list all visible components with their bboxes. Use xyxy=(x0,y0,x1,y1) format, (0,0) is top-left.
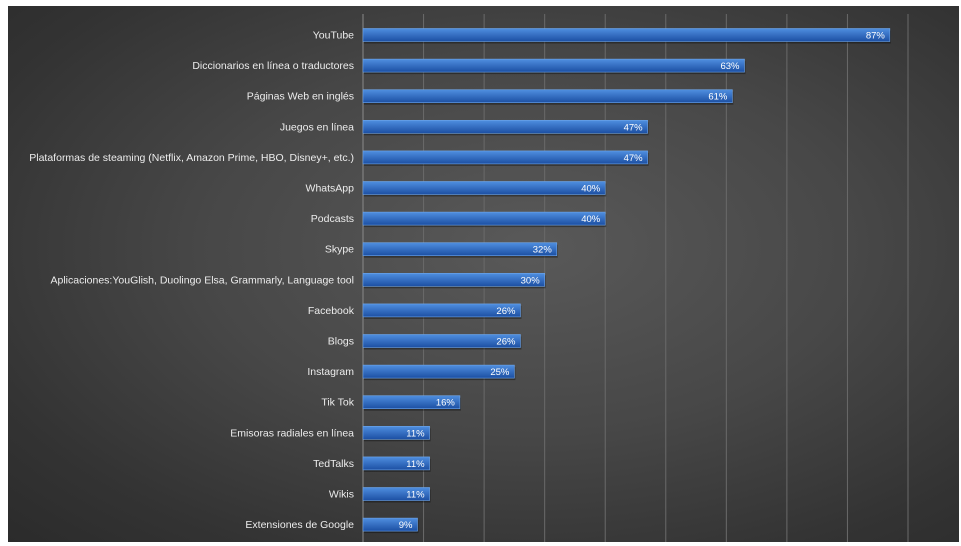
value-label: 32% xyxy=(533,245,553,256)
category-label: Instagram xyxy=(307,366,354,378)
bar xyxy=(362,425,430,440)
bar xyxy=(362,181,606,195)
category-label: Extensiones de Google xyxy=(245,519,354,531)
category-label: WhatsApp xyxy=(306,183,355,195)
value-label: 26% xyxy=(496,337,516,348)
category-label: Wikis xyxy=(329,489,354,501)
bar xyxy=(362,58,745,73)
value-label: 11% xyxy=(406,490,425,501)
value-label: 40% xyxy=(581,184,601,195)
bar xyxy=(362,242,558,256)
category-label: Skype xyxy=(325,244,354,256)
bar xyxy=(362,89,733,103)
value-label: 9% xyxy=(399,520,413,531)
category-label: YouTube xyxy=(313,30,354,42)
category-labels: YouTube Diccionarios en línea o traductor… xyxy=(29,30,354,532)
bar xyxy=(362,364,515,379)
bar-chart: YouTube Diccionarios en línea o traductor… xyxy=(29,14,909,542)
chart-area: YouTube Diccionarios en línea o traductor… xyxy=(8,6,959,542)
category-label: Plataformas de steaming (Netflix, Amazon… xyxy=(29,152,354,164)
category-label: Páginas Web en inglés xyxy=(247,91,354,103)
value-label: 47% xyxy=(624,153,644,164)
bar xyxy=(362,334,521,348)
value-label: 61% xyxy=(708,92,728,103)
category-label: Diccionarios en línea o traductores xyxy=(192,60,354,72)
value-label: 87% xyxy=(866,31,886,42)
category-label: Emisoras radiales en línea xyxy=(230,427,354,439)
bar xyxy=(362,395,461,410)
category-label: Juegos en línea xyxy=(280,121,354,133)
bar xyxy=(362,517,418,532)
bars xyxy=(362,28,891,534)
value-label: 16% xyxy=(436,398,456,409)
bar xyxy=(362,456,430,471)
bar xyxy=(362,272,545,287)
value-label: 40% xyxy=(581,214,601,225)
value-label: 11% xyxy=(406,459,425,470)
value-label: 47% xyxy=(624,122,644,133)
bar xyxy=(362,28,891,42)
category-label: Blogs xyxy=(328,336,354,348)
value-label: 30% xyxy=(521,275,541,286)
bar xyxy=(362,211,606,226)
value-label: 26% xyxy=(496,306,516,317)
bar xyxy=(362,120,648,134)
category-label: TedTalks xyxy=(313,458,354,470)
value-label: 25% xyxy=(490,367,510,378)
category-label: Facebook xyxy=(308,305,355,317)
bar xyxy=(362,150,648,165)
category-label: Tik Tok xyxy=(321,397,354,409)
value-label: 63% xyxy=(720,61,740,72)
bar xyxy=(362,303,521,318)
category-label: Aplicaciones:YouGlish, Duolingo Elsa, Gr… xyxy=(50,274,354,286)
category-label: Podcasts xyxy=(311,213,354,225)
value-labels: 87% 63% 61% 47% 47% 40% 40% 32% 30% 26% 26% 25% 16% 1… xyxy=(399,31,886,532)
bar xyxy=(362,487,430,501)
value-label: 11% xyxy=(406,428,425,439)
